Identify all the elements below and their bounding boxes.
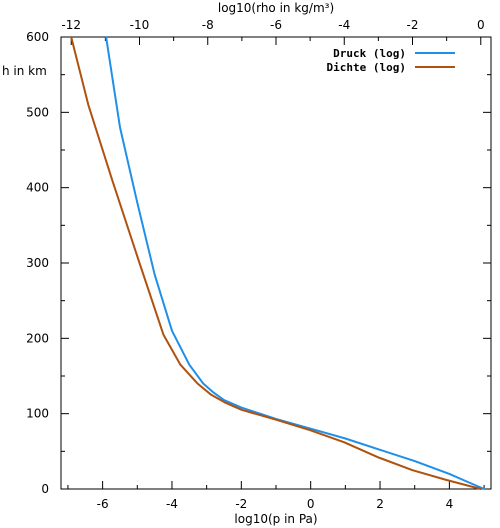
series-line-0 (105, 36, 486, 490)
series-layer (70, 36, 486, 490)
x-axis-bottom-title: log10(p in Pa) (234, 512, 317, 526)
x-top-tick-label: -12 (61, 18, 81, 32)
x-bottom-tick-label: 4 (446, 497, 454, 511)
x-top-tick-label: -2 (407, 18, 419, 32)
x-axis-top-title: log10(rho in kg/m³) (218, 1, 334, 15)
x-bottom-tick-label: 2 (376, 497, 384, 511)
y-tick-label: 400 (26, 181, 49, 195)
y-tick-label: 500 (26, 105, 49, 119)
legend-label-dichte: Dichte (log) (327, 61, 406, 74)
plot-frame (60, 36, 492, 490)
y-tick-label: 100 (26, 407, 49, 421)
x-top-tick-label: -4 (338, 18, 350, 32)
x-top-tick-label: 0 (477, 18, 485, 32)
x-bottom-tick-label: 0 (307, 497, 315, 511)
legend-label-druck: Druck (log) (333, 47, 406, 60)
series-line-1 (70, 36, 482, 490)
x-bottom-tick-label: -2 (235, 497, 247, 511)
x-axis-top: -12 -10 -8 -6 -4 -2 0 (61, 18, 485, 45)
y-tick-label: 0 (41, 482, 49, 496)
y-tick-label: 300 (26, 256, 49, 270)
x-top-tick-label: -6 (270, 18, 282, 32)
x-bottom-tick-label: -6 (97, 497, 109, 511)
y-axis: 0 100 200 300 400 500 600 (26, 30, 491, 496)
legend: Druck (log) Dichte (log) (327, 47, 455, 74)
x-bottom-tick-label: -4 (166, 497, 178, 511)
y-axis-title: h in km (2, 64, 47, 78)
x-axis-bottom: -6 -4 -2 0 2 4 (67, 481, 485, 511)
x-top-tick-label: -10 (130, 18, 150, 32)
x-top-tick-label: -8 (202, 18, 214, 32)
y-tick-label: 200 (26, 331, 49, 345)
y-tick-label: 600 (26, 30, 49, 44)
